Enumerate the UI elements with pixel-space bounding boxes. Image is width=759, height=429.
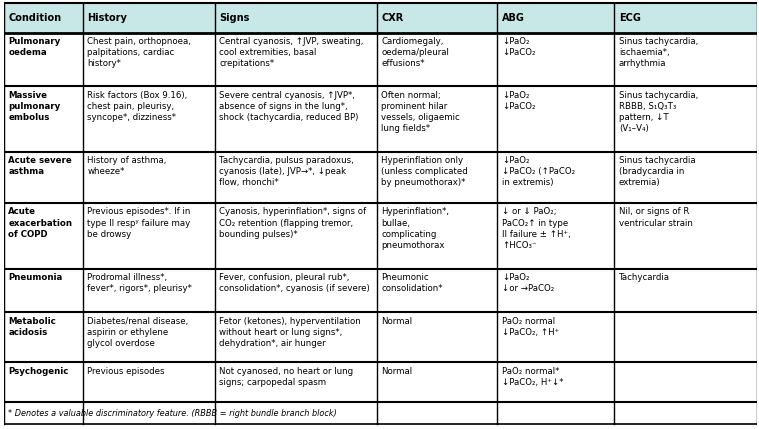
- Bar: [614, 33, 757, 87]
- Text: * Denotes a valuable discriminatory feature. (RBBB = right bundle branch block): * Denotes a valuable discriminatory feat…: [8, 408, 337, 417]
- Bar: [497, 33, 614, 87]
- Text: Condition: Condition: [8, 13, 61, 23]
- Text: ECG: ECG: [619, 13, 641, 23]
- Text: Normal: Normal: [381, 317, 413, 326]
- Text: Pulmonary
oedema: Pulmonary oedema: [8, 37, 61, 57]
- Bar: [614, 3, 757, 33]
- Bar: [4, 152, 83, 203]
- Text: Psychogenic: Psychogenic: [8, 367, 69, 376]
- Text: Fetor (ketones), hyperventilation
without heart or lung signs*,
dehydration*, ai: Fetor (ketones), hyperventilation withou…: [219, 317, 361, 348]
- Bar: [377, 363, 497, 402]
- Bar: [614, 363, 757, 402]
- Text: Cyanosis, hyperinflation*, signs of
CO₂ retention (flapping tremor,
bounding pul: Cyanosis, hyperinflation*, signs of CO₂ …: [219, 208, 367, 239]
- Text: PaO₂ normal*
↓PaCO₂, H⁺↓*: PaO₂ normal* ↓PaCO₂, H⁺↓*: [502, 367, 563, 387]
- Bar: [4, 3, 83, 33]
- Bar: [4, 33, 83, 87]
- Text: Sinus tachycardia,
ischaemia*,
arrhythmia: Sinus tachycardia, ischaemia*, arrhythmi…: [619, 37, 698, 68]
- Text: Pneumonic
consolidation*: Pneumonic consolidation*: [381, 273, 443, 293]
- Bar: [614, 269, 757, 312]
- Text: ↓PaO₂
↓PaCO₂ (↑PaCO₂
in extremis): ↓PaO₂ ↓PaCO₂ (↑PaCO₂ in extremis): [502, 156, 575, 187]
- Bar: [83, 152, 215, 203]
- Text: Tachycardia, pulsus paradoxus,
cyanosis (late), JVP→*, ↓peak
flow, rhonchi*: Tachycardia, pulsus paradoxus, cyanosis …: [219, 156, 354, 187]
- Text: ↓PaO₂
↓PaCO₂: ↓PaO₂ ↓PaCO₂: [502, 91, 536, 111]
- Text: ↓ or ⇓ PaO₂;
PaCO₂↑ in type
II failure ± ↑H⁺,
↑HCO₃⁻: ↓ or ⇓ PaO₂; PaCO₂↑ in type II failure ±…: [502, 208, 571, 250]
- Text: CXR: CXR: [381, 13, 404, 23]
- Bar: [4, 87, 83, 152]
- Bar: [614, 312, 757, 363]
- Text: Tachycardia: Tachycardia: [619, 273, 669, 282]
- Text: Previous episodes*. If in
type II respʸ failure may
be drowsy: Previous episodes*. If in type II respʸ …: [87, 208, 191, 239]
- Bar: [497, 363, 614, 402]
- Bar: [377, 269, 497, 312]
- Bar: [4, 203, 83, 269]
- Bar: [377, 33, 497, 87]
- Text: Sinus tachycardia,
RBBB, S₁Q₃T₃
pattern, ↓T
(V₁–V₄): Sinus tachycardia, RBBB, S₁Q₃T₃ pattern,…: [619, 91, 698, 133]
- Text: Sinus tachycardia
(bradycardia in
extremia): Sinus tachycardia (bradycardia in extrem…: [619, 156, 695, 187]
- Bar: [377, 152, 497, 203]
- Bar: [4, 269, 83, 312]
- Bar: [497, 152, 614, 203]
- Bar: [377, 312, 497, 363]
- Text: Hyperinflation*,
bullae,
complicating
pneumothorax: Hyperinflation*, bullae, complicating pn…: [381, 208, 449, 250]
- Text: Pneumonia: Pneumonia: [8, 273, 62, 282]
- Bar: [83, 33, 215, 87]
- Bar: [83, 363, 215, 402]
- Bar: [215, 33, 377, 87]
- Text: Severe central cyanosis, ↑JVP*,
absence of signs in the lung*,
shock (tachycardi: Severe central cyanosis, ↑JVP*, absence …: [219, 91, 359, 122]
- Text: Nil, or signs of R
ventricular strain: Nil, or signs of R ventricular strain: [619, 208, 693, 227]
- Text: Central cyanosis, ↑JVP, sweating,
cool extremities, basal
crepitations*: Central cyanosis, ↑JVP, sweating, cool e…: [219, 37, 364, 68]
- Bar: [377, 87, 497, 152]
- Bar: [83, 312, 215, 363]
- Bar: [215, 152, 377, 203]
- Text: History: History: [87, 13, 128, 23]
- Bar: [83, 87, 215, 152]
- Text: Fever, confusion, pleural rub*,
consolidation*, cyanosis (if severe): Fever, confusion, pleural rub*, consolid…: [219, 273, 370, 293]
- Text: Hyperinflation only
(unless complicated
by pneumothorax)*: Hyperinflation only (unless complicated …: [381, 156, 468, 187]
- Bar: [614, 203, 757, 269]
- Text: ↓PaO₂
↓or →PaCO₂: ↓PaO₂ ↓or →PaCO₂: [502, 273, 554, 293]
- Bar: [215, 87, 377, 152]
- Bar: [497, 203, 614, 269]
- Bar: [4, 402, 757, 424]
- Text: Prodromal illness*,
fever*, rigors*, pleurisy*: Prodromal illness*, fever*, rigors*, ple…: [87, 273, 192, 293]
- Text: Signs: Signs: [219, 13, 250, 23]
- Text: Risk factors (Box 9.16),
chest pain, pleurisy,
syncope*, dizziness*: Risk factors (Box 9.16), chest pain, ple…: [87, 91, 187, 122]
- Bar: [497, 312, 614, 363]
- Bar: [497, 269, 614, 312]
- Bar: [215, 269, 377, 312]
- Text: PaO₂ normal
↓PaCO₂, ↑H⁺: PaO₂ normal ↓PaCO₂, ↑H⁺: [502, 317, 559, 337]
- Text: Previous episodes: Previous episodes: [87, 367, 165, 376]
- Bar: [83, 269, 215, 312]
- Text: ABG: ABG: [502, 13, 525, 23]
- Text: Massive
pulmonary
embolus: Massive pulmonary embolus: [8, 91, 61, 122]
- Bar: [215, 363, 377, 402]
- Text: Metabolic
acidosis: Metabolic acidosis: [8, 317, 56, 337]
- Bar: [215, 203, 377, 269]
- Bar: [83, 203, 215, 269]
- Text: Acute severe
asthma: Acute severe asthma: [8, 156, 72, 176]
- Bar: [4, 363, 83, 402]
- Bar: [215, 3, 377, 33]
- Bar: [497, 87, 614, 152]
- Bar: [377, 3, 497, 33]
- Bar: [215, 312, 377, 363]
- Text: Not cyanosed, no heart or lung
signs; carpopedal spasm: Not cyanosed, no heart or lung signs; ca…: [219, 367, 354, 387]
- Text: Normal: Normal: [381, 367, 413, 376]
- Text: History of asthma,
wheeze*: History of asthma, wheeze*: [87, 156, 167, 176]
- Text: Chest pain, orthopnoea,
palpitations, cardiac
history*: Chest pain, orthopnoea, palpitations, ca…: [87, 37, 191, 68]
- Text: Acute
exacerbation
of COPD: Acute exacerbation of COPD: [8, 208, 72, 239]
- Bar: [377, 203, 497, 269]
- Text: Diabetes/renal disease,
aspirin or ethylene
glycol overdose: Diabetes/renal disease, aspirin or ethyl…: [87, 317, 189, 348]
- Bar: [497, 3, 614, 33]
- Text: ↓PaO₂
↓PaCO₂: ↓PaO₂ ↓PaCO₂: [502, 37, 536, 57]
- Bar: [614, 152, 757, 203]
- Text: Often normal;
prominent hilar
vessels, oligaemic
lung fields*: Often normal; prominent hilar vessels, o…: [381, 91, 460, 133]
- Bar: [614, 87, 757, 152]
- Text: Cardiomegaly,
oedema/pleural
effusions*: Cardiomegaly, oedema/pleural effusions*: [381, 37, 449, 68]
- Bar: [4, 312, 83, 363]
- Bar: [83, 3, 215, 33]
